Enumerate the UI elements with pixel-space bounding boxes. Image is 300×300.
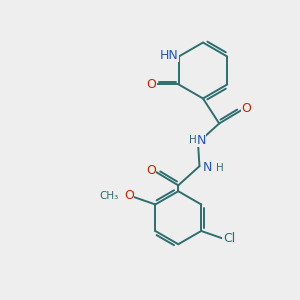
Text: O: O <box>146 78 156 91</box>
Text: O: O <box>146 164 156 177</box>
Text: O: O <box>124 189 134 202</box>
Text: H: H <box>189 135 196 145</box>
Text: HN: HN <box>160 49 179 62</box>
Text: N: N <box>203 161 212 174</box>
Text: N: N <box>196 134 206 147</box>
Text: O: O <box>242 102 251 115</box>
Text: H: H <box>216 163 224 173</box>
Text: Cl: Cl <box>223 232 235 245</box>
Text: CH₃: CH₃ <box>100 190 119 201</box>
